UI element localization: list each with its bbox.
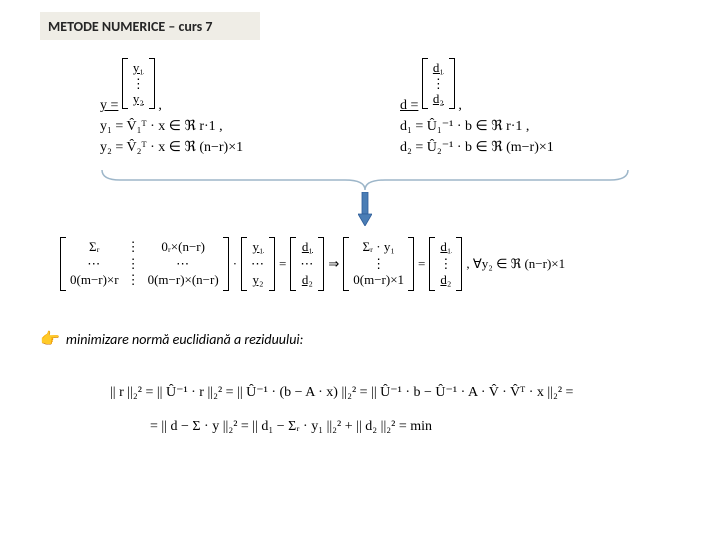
definitions-block: y = y₁ ⋮ y₂ , y₁ = V̂₁ᵀ · x ∈ ℜ r·1 , y₂… (100, 58, 640, 168)
pointing-hand-icon: 👉 (40, 332, 60, 348)
matrix-equation: Σᵣ ⋯ 0(m−r)×r ⋮ ⋮ ⋮ 0ᵣ×(n−r) ⋯ 0(m−r)×(n… (60, 234, 680, 294)
down-arrow-icon (358, 192, 372, 226)
y-column: y = y₁ ⋮ y₂ , y₁ = V̂₁ᵀ · x ∈ ℜ r·1 , y₂… (100, 58, 350, 160)
matrix-tail: , ∀y₂ ∈ ℜ (n−r)×1 (466, 256, 565, 272)
bullet-minimize: 👉 minimizare normă euclidiană a reziduul… (40, 332, 340, 349)
y1-def: y₁ = V̂₁ᵀ · x ∈ ℜ r·1 , (100, 118, 350, 135)
y-vector-def: y = y₁ ⋮ y₂ , (100, 58, 350, 114)
bullet-text: minimizare normă euclidiană a reziduului… (66, 332, 303, 349)
slide-title: METODE NUMERICE – curs 7 (48, 18, 213, 35)
d2-def: d₂ = Û₂⁻¹ · b ∈ ℜ (m−r)×1 (400, 139, 650, 156)
residual-line-2: = || d − Σ · y ||₂² = || d₁ − Σᵣ · y₁ ||… (150, 410, 670, 444)
y2-def: y₂ = V̂₂ᵀ · x ∈ ℜ (n−r)×1 (100, 139, 350, 156)
d-vector-def: d = d₁ ⋮ d₂ , (400, 58, 650, 114)
residual-line-1: || r ||₂² = || Û⁻¹ · r ||₂² = || Û⁻¹ · (… (110, 376, 670, 410)
residual-equation: || r ||₂² = || Û⁻¹ · r ||₂² = || Û⁻¹ · (… (110, 376, 670, 443)
d1-def: d₁ = Û₁⁻¹ · b ∈ ℜ r·1 , (400, 118, 650, 135)
grouping-brace (100, 168, 630, 190)
slide-header: METODE NUMERICE – curs 7 (40, 12, 260, 40)
d-column: d = d₁ ⋮ d₂ , d₁ = Û₁⁻¹ · b ∈ ℜ r·1 , d₂… (400, 58, 650, 160)
